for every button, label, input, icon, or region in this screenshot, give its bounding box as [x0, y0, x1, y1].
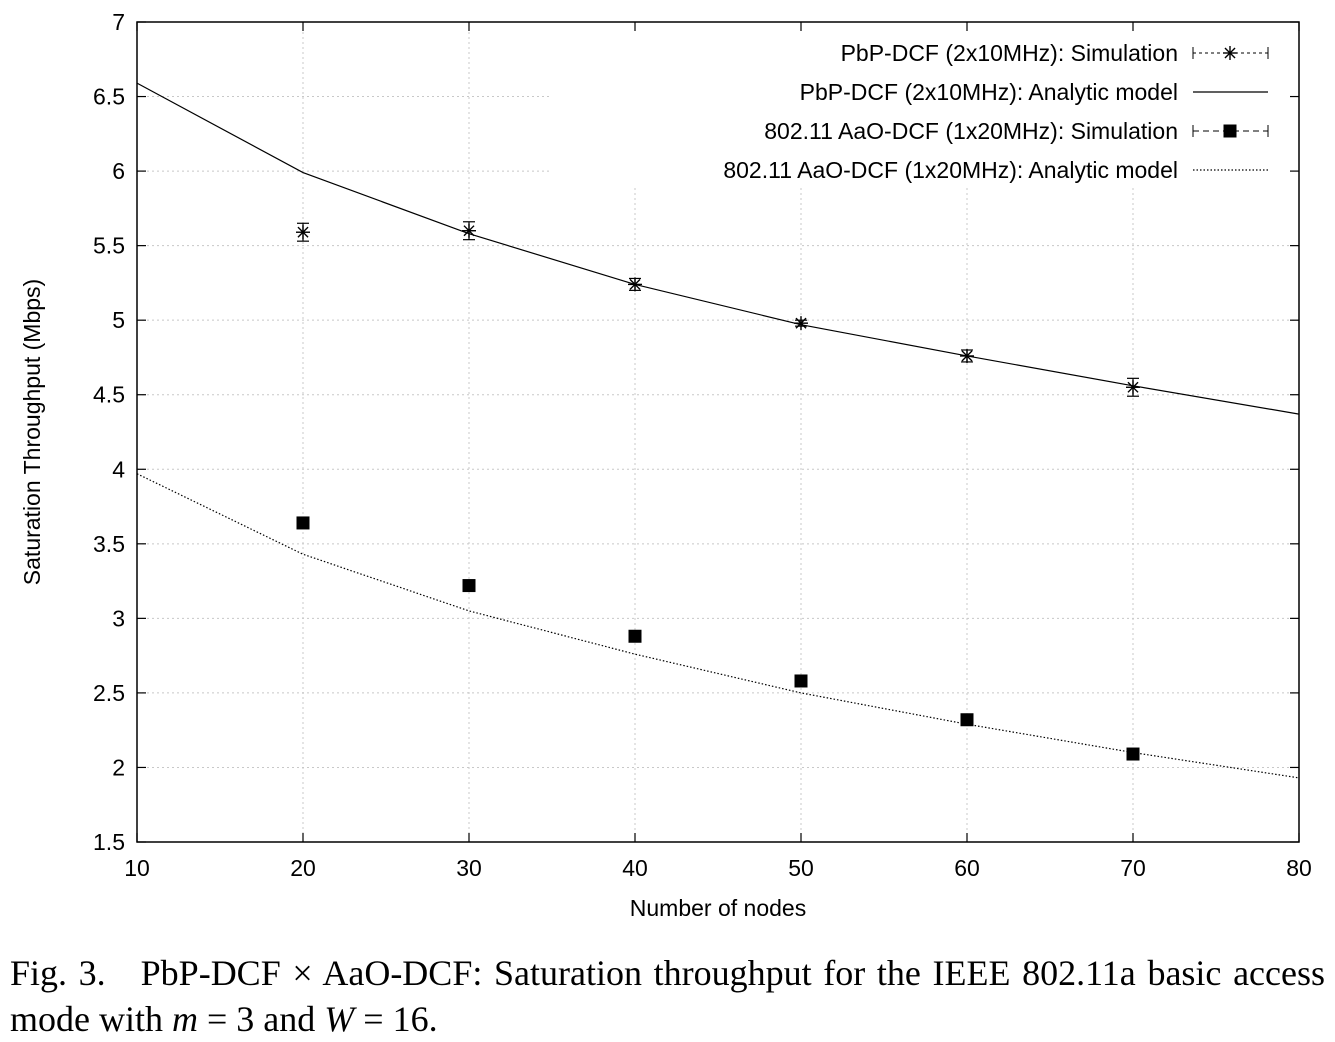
- x-tick-label: 50: [788, 855, 814, 881]
- star-marker: [628, 277, 642, 292]
- star-marker: [462, 223, 476, 238]
- y-tick-label: 3: [112, 605, 125, 631]
- legend: PbP-DCF (2x10MHz): Simulation PbP-DCF (2x…: [723, 40, 1269, 183]
- grid: [137, 22, 1299, 842]
- legend-square-marker: [1223, 124, 1237, 138]
- pbp-sim-point: [296, 222, 310, 242]
- aao-sim-point: [1126, 747, 1140, 761]
- figure-caption: Fig. 3. PbP-DCF × AaO-DCF: Saturation th…: [10, 950, 1325, 1042]
- y-tick-label: 7: [112, 9, 125, 35]
- star-marker: [1126, 380, 1140, 395]
- star-marker: [794, 316, 808, 331]
- aao-analytic-line: [136, 473, 1300, 779]
- x-axis-label: Number of nodes: [630, 895, 806, 921]
- y-tick-label: 1.5: [93, 829, 125, 855]
- aao-sim-point: [794, 674, 808, 688]
- caption-m-variable: m: [171, 999, 198, 1039]
- y-tick-label: 6: [112, 158, 125, 184]
- aao-sim-point: [628, 629, 642, 643]
- y-tick-label: 6.5: [93, 84, 125, 110]
- aao-sim-point: [960, 713, 974, 727]
- star-marker: [960, 348, 974, 363]
- legend-label: PbP-DCF (2x10MHz): Simulation: [841, 40, 1178, 66]
- x-tick-label: 80: [1286, 855, 1312, 881]
- x-tick-label: 60: [954, 855, 980, 881]
- x-tick-label: 20: [290, 855, 316, 881]
- series-layer: [136, 82, 1300, 779]
- legend-star-marker: [1223, 46, 1237, 60]
- caption-equation-w: = 16.: [354, 999, 438, 1039]
- pbp-sim-point: [794, 316, 808, 331]
- plot-frame: [136, 21, 1300, 843]
- y-tick-label: 5.5: [93, 233, 125, 259]
- y-tick-label: 5: [112, 307, 125, 333]
- pbp-sim-point: [960, 348, 974, 363]
- caption-equation-m: = 3 and: [197, 999, 325, 1039]
- star-marker: [296, 225, 310, 240]
- y-axis-label: Saturation Throughput (Mbps): [19, 279, 45, 585]
- throughput-chart: 10 20 30 40 50 60 70 80 1.5 2 2.5 3 3.5 4 4.5 5 5.5 6 6.5 7…: [19, 9, 1312, 921]
- pbp-sim-point: [462, 221, 476, 241]
- y-tick-label: 3.5: [93, 531, 125, 557]
- aao-sim-point: [462, 579, 476, 593]
- caption-w-variable: W: [324, 999, 355, 1039]
- pbp-analytic-line: [136, 82, 1300, 415]
- legend-label: PbP-DCF (2x10MHz): Analytic model: [800, 79, 1178, 105]
- legend-label: 802.11 AaO-DCF (1x20MHz): Simulation: [764, 118, 1178, 144]
- ticks: 10 20 30 40 50 60 70 80 1.5 2 2.5 3 3.5 4 4.5 5 5.5 6 6.5 7: [93, 9, 1312, 881]
- pbp-sim-point: [1126, 377, 1140, 397]
- y-tick-label: 4.5: [93, 382, 125, 408]
- x-tick-label: 30: [456, 855, 482, 881]
- legend-label: 802.11 AaO-DCF (1x20MHz): Analytic model: [723, 157, 1178, 183]
- caption-label: Fig. 3.: [10, 953, 106, 993]
- aao-sim-point: [296, 516, 310, 530]
- y-tick-label: 2: [112, 754, 125, 780]
- y-tick-label: 2.5: [93, 680, 125, 706]
- pbp-sim-point: [628, 277, 642, 292]
- x-tick-label: 10: [124, 855, 150, 881]
- x-tick-label: 70: [1120, 855, 1146, 881]
- caption-text: PbP-DCF × AaO-DCF: Saturation throughput…: [10, 953, 1334, 1039]
- y-tick-label: 4: [112, 456, 125, 482]
- x-tick-label: 40: [622, 855, 648, 881]
